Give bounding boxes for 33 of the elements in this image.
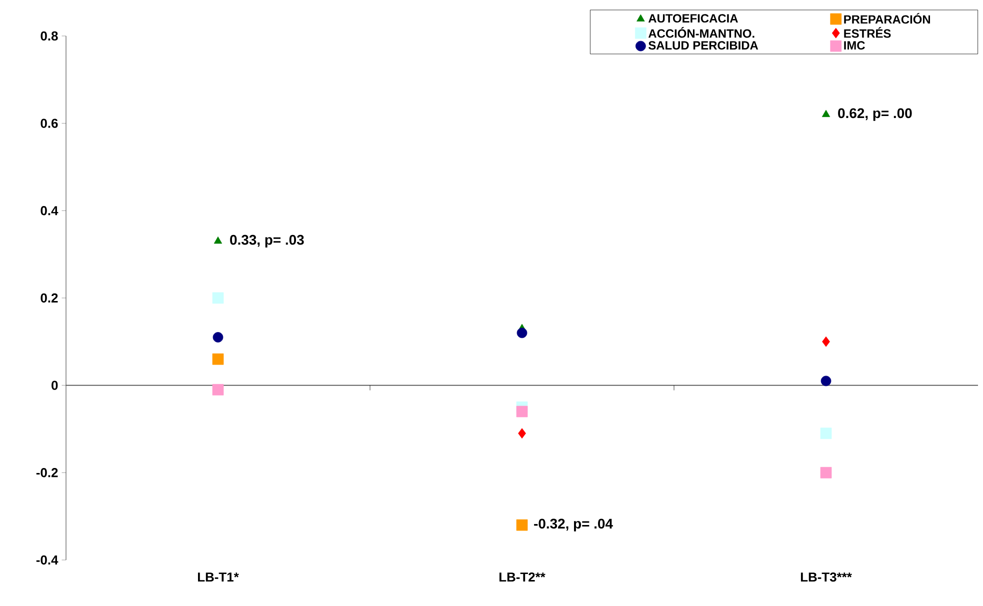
y-tick-label: -0.2 — [36, 468, 58, 478]
x-tick-label: LB-T3*** — [800, 572, 852, 582]
point — [820, 466, 832, 478]
legend-label: ACCIÓN-MANTNO. — [648, 27, 754, 38]
point — [518, 428, 526, 439]
point — [820, 428, 832, 440]
point — [212, 353, 224, 365]
y-tick-label: 0.6 — [40, 118, 58, 128]
legend-label: IMC — [844, 41, 865, 50]
x-tick-label: LB-T2** — [499, 572, 546, 582]
point — [212, 384, 224, 396]
x-tick-label: LB-T1* — [198, 572, 239, 582]
y-tick-label: 0.8 — [40, 31, 58, 41]
y-tick-label: 0.2 — [40, 293, 58, 303]
point — [822, 336, 830, 347]
legend-label: PREPARACIÓN — [844, 12, 930, 24]
point — [516, 406, 528, 418]
point — [214, 236, 222, 244]
annotation: -0.32, p= .04 — [534, 518, 613, 532]
point — [820, 376, 832, 386]
y-tick-label: 0.4 — [40, 206, 58, 216]
point — [822, 110, 830, 118]
legend-label: ESTRÉS — [844, 27, 891, 38]
point — [516, 519, 528, 531]
y-tick-label: 0 — [52, 380, 58, 390]
legend-label: SALUD PERCIBIDA — [648, 41, 758, 50]
point — [516, 328, 528, 338]
point — [212, 332, 224, 342]
annotation: 0.62, p= .00 — [838, 108, 912, 121]
legend-label: AUTOEFICACIA — [648, 14, 738, 23]
annotation: 0.33, p= .03 — [230, 234, 304, 248]
point — [212, 292, 224, 304]
y-tick-label: -0.4 — [36, 555, 58, 565]
